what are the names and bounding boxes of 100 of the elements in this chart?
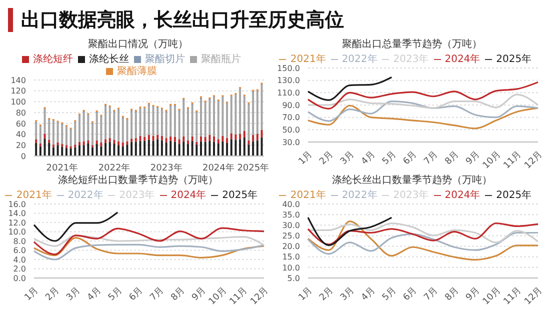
bar <box>122 118 124 142</box>
x-tick-label: 8月 <box>170 286 188 304</box>
line-series <box>33 244 265 260</box>
y-tick-label: 10.0 <box>8 228 26 237</box>
x-tick-label: 1月 <box>297 286 315 304</box>
text: 出口数据亮眼，长丝出口升至历史高位 <box>21 8 344 33</box>
bar <box>170 140 172 156</box>
bar <box>108 138 111 142</box>
bar <box>182 141 185 156</box>
bar <box>248 144 250 156</box>
bar <box>208 100 211 135</box>
bar <box>204 137 206 142</box>
bar <box>48 120 50 140</box>
chart-title: 聚酯出口情况（万吨） <box>87 38 189 52</box>
bar <box>196 113 198 142</box>
legend-label: 涤纶短纤 <box>33 54 73 65</box>
bar <box>104 106 107 140</box>
legend-label: 2024年 <box>444 54 480 65</box>
bar <box>87 140 90 144</box>
y-tick-label: 50.0 <box>282 126 300 135</box>
bar <box>204 142 206 156</box>
bar <box>100 142 102 146</box>
chart-title: 聚酯出口总量季节趋势（万吨） <box>341 38 483 52</box>
bar <box>44 110 46 134</box>
bar <box>122 142 124 146</box>
legend-label: 2025年 <box>222 190 258 201</box>
bar <box>170 106 172 136</box>
bar <box>252 92 254 135</box>
x-tick-label: 11月 <box>502 150 524 172</box>
bar <box>156 134 159 140</box>
bar <box>160 136 163 140</box>
x-tick-label: 4月 <box>86 286 104 304</box>
x-tick-label: 2月 <box>44 286 62 304</box>
bar <box>52 144 54 148</box>
bar <box>126 141 128 145</box>
legend-label: 聚酯薄膜 <box>117 66 157 77</box>
legend-label: 2021年 <box>16 190 52 201</box>
bar <box>165 142 168 156</box>
bar <box>65 128 68 146</box>
bar <box>217 102 220 140</box>
bar <box>39 144 42 146</box>
bar <box>113 140 116 144</box>
bar <box>70 148 72 156</box>
legend-label: 2022年 <box>68 190 104 201</box>
bar <box>178 139 180 144</box>
bar <box>213 136 216 142</box>
x-tick-label: 2022年 <box>98 162 130 174</box>
bar <box>96 140 98 144</box>
y-tick-label: 15.0 <box>282 252 300 262</box>
bar <box>243 138 246 156</box>
bar <box>92 147 94 156</box>
bar <box>65 145 68 148</box>
bar <box>70 130 72 146</box>
y-tick-label: 40 <box>16 130 26 140</box>
bar <box>196 144 198 156</box>
x-tick-label: 7月 <box>422 150 440 168</box>
y-tick-label: 5.0 <box>287 274 300 283</box>
bar <box>148 140 150 156</box>
bar <box>152 108 154 136</box>
chart-title: 涤纶长丝出口数量季节趋势（万吨） <box>331 174 493 188</box>
bar <box>182 100 185 136</box>
x-tick-label: 9月 <box>464 150 482 168</box>
x-tick-label: 2021年 <box>46 162 78 174</box>
bar <box>126 144 128 156</box>
y-tick-label: 80 <box>16 108 26 118</box>
bar <box>113 112 116 140</box>
y-tick-label: 0 <box>20 152 26 161</box>
bar <box>260 138 263 156</box>
bar <box>78 116 80 142</box>
x-tick-label: 3月 <box>64 286 82 304</box>
x-tick-label: 10月 <box>481 286 503 308</box>
bar <box>130 111 133 139</box>
bar <box>174 137 176 142</box>
x-tick-label: 1月 <box>297 150 315 168</box>
bar <box>56 142 59 146</box>
bar <box>182 136 185 142</box>
x-tick-label: 6月 <box>128 286 146 304</box>
x-tick-label: 2025年 <box>237 162 270 174</box>
x-tick-label: 2月 <box>318 286 336 304</box>
bar <box>44 138 46 156</box>
bar <box>217 144 220 156</box>
bar <box>134 138 137 142</box>
bar <box>82 145 85 156</box>
bar <box>248 104 250 140</box>
bar <box>139 109 142 136</box>
bar <box>113 144 116 156</box>
bar <box>35 122 38 140</box>
bar <box>118 110 120 142</box>
bar <box>134 112 137 138</box>
bar <box>156 139 159 156</box>
y-tick-label: 25.0 <box>282 232 300 241</box>
x-tick-label: 6月 <box>402 150 420 168</box>
y-tick-label: 100 <box>10 98 26 107</box>
bar <box>226 142 228 156</box>
x-tick-label: 10月 <box>481 150 503 172</box>
bar <box>96 113 98 140</box>
bar <box>196 142 198 145</box>
legend-label: 2021年 <box>290 190 326 201</box>
bar <box>186 110 189 140</box>
x-tick-label: 7月 <box>148 286 166 304</box>
